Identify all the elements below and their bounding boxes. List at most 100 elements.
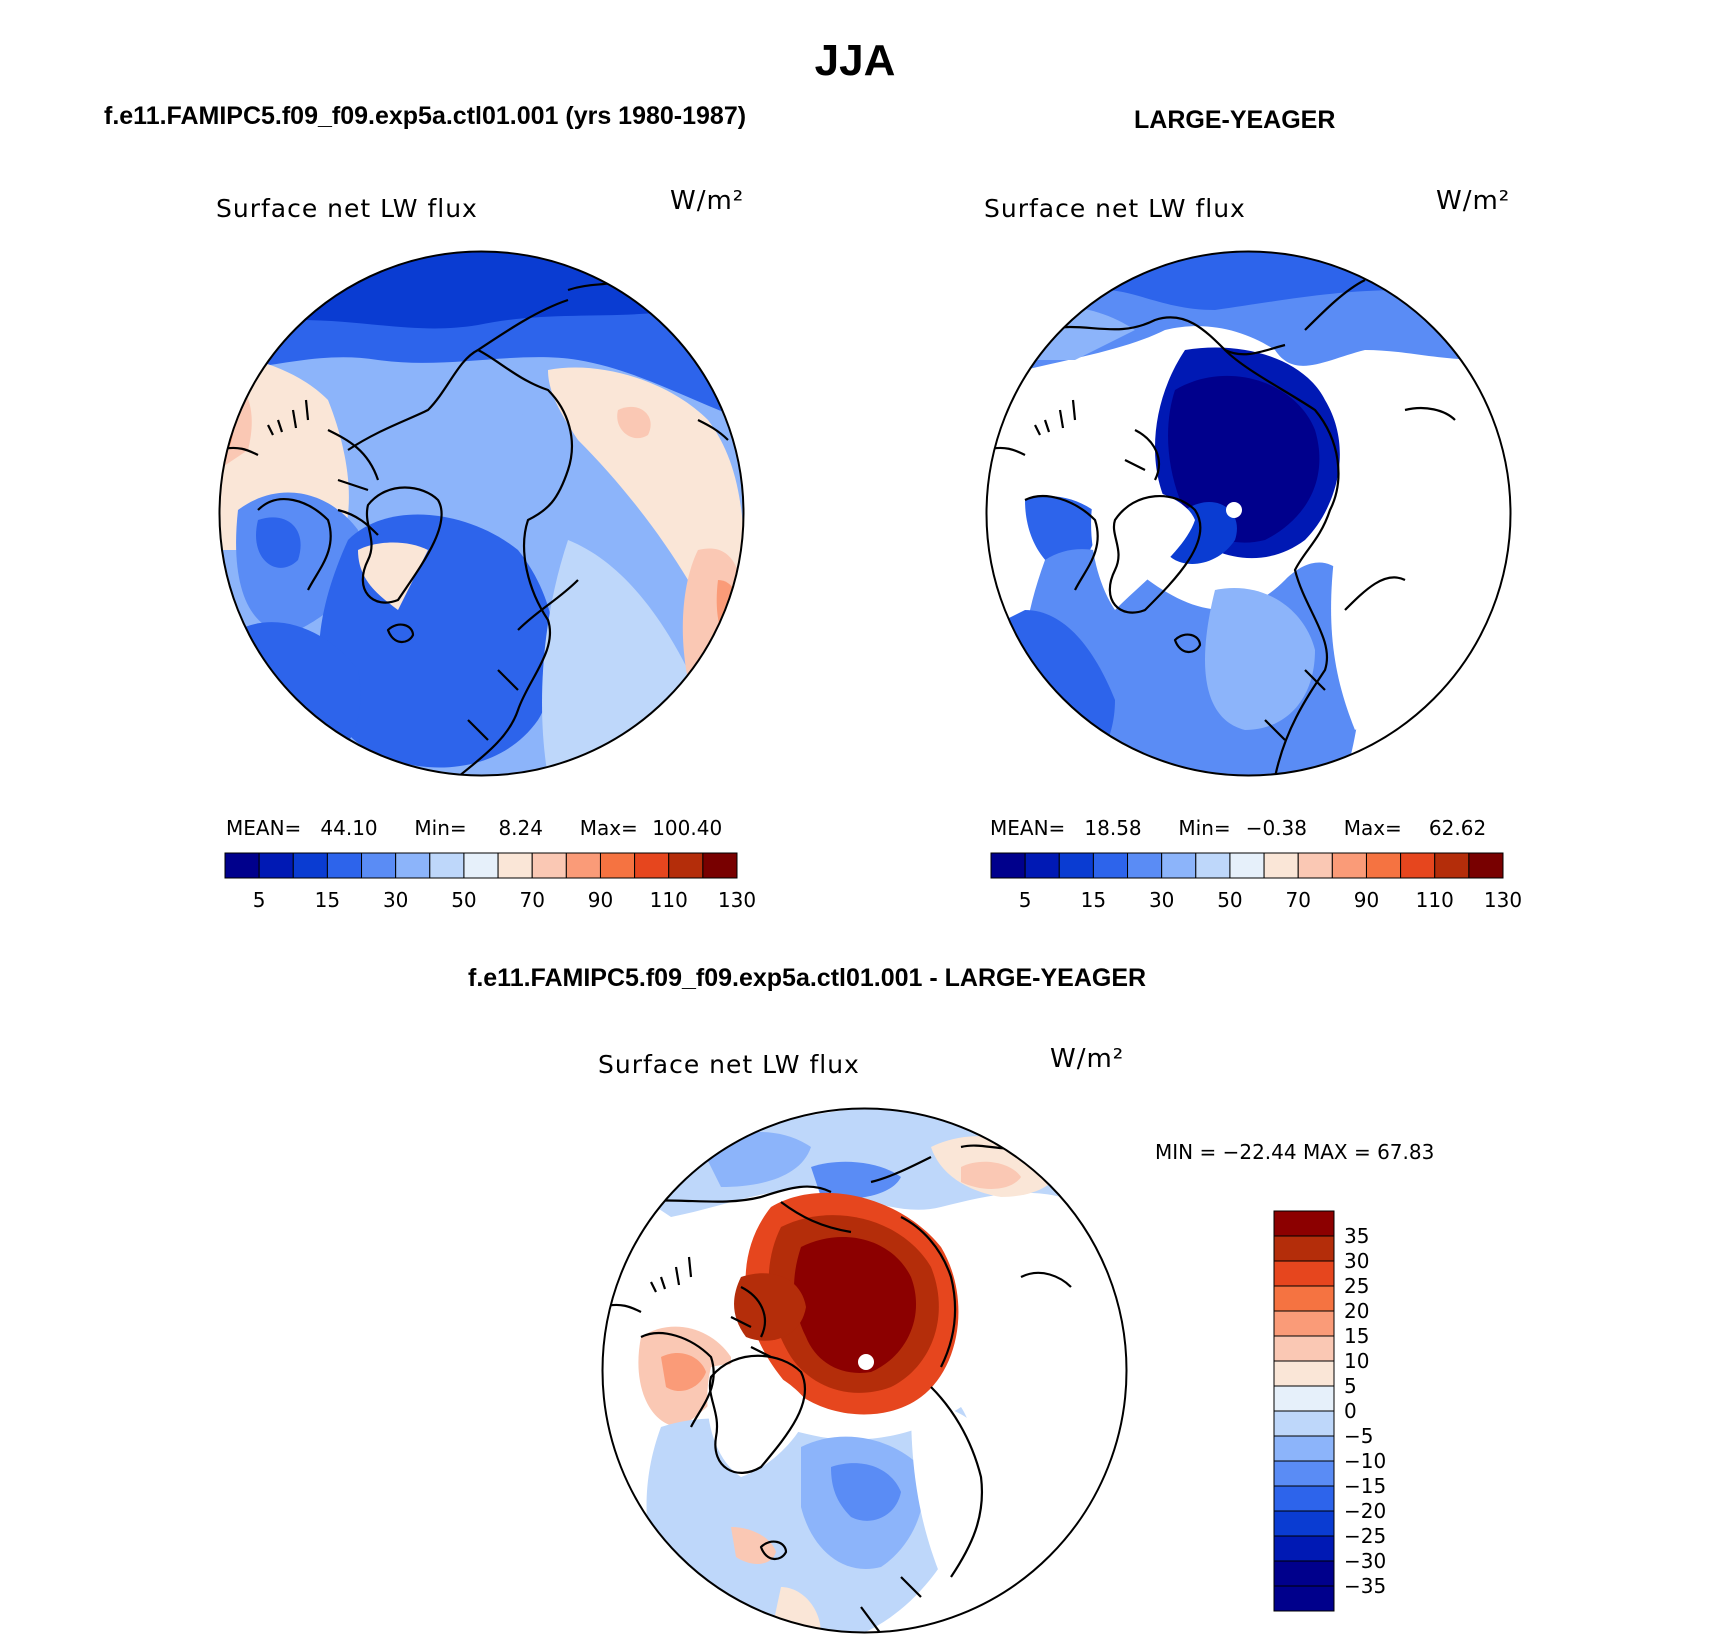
obs-colorbar-tick-label: 90	[1354, 888, 1379, 912]
diff-colorbar-box	[1273, 1210, 1335, 1237]
model-colorbar-box	[429, 852, 465, 879]
obs-max-value: 62.62	[1428, 816, 1487, 840]
model-colorbar-box	[565, 852, 601, 879]
diff-colorbar-box	[1273, 1460, 1335, 1487]
model-max-label: Max=	[579, 816, 638, 840]
obs-colorbar-tick-label: 70	[1285, 888, 1310, 912]
model-colorbar-tick-label: 15	[315, 888, 340, 912]
model-min-label: Min=	[414, 816, 467, 840]
obs-colorbar-tick-label: 15	[1081, 888, 1106, 912]
model-colorbar-box	[395, 852, 431, 879]
diff-colorbar-tick-label: 0	[1344, 1399, 1357, 1423]
obs-min-value: −0.38	[1245, 816, 1307, 840]
obs-max-label: Max=	[1343, 816, 1402, 840]
model-colorbar-box	[531, 852, 567, 879]
obs-colorbar-tick-label: 5	[1019, 888, 1032, 912]
obs-colorbar-tick-label: 50	[1217, 888, 1242, 912]
diff-colorbar-tick-label: −10	[1344, 1449, 1386, 1473]
diff-colorbar-box	[1273, 1235, 1335, 1262]
obs-polar-map	[985, 250, 1512, 777]
diff-colorbar-box	[1273, 1535, 1335, 1562]
diff-colorbar-box	[1273, 1360, 1335, 1387]
model-case-header: f.e11.FAMIPC5.f09_f09.exp5a.ctl01.001 (y…	[104, 102, 747, 130]
diff-colorbar-tick-label: −25	[1344, 1524, 1386, 1548]
diff-case-header: f.e11.FAMIPC5.f09_f09.exp5a.ctl01.001 - …	[468, 964, 1147, 992]
obs-colorbar-box	[1468, 852, 1504, 879]
obs-mean-label: MEAN=	[990, 816, 1066, 840]
diff-plot-title: Surface net LW flux	[598, 1050, 860, 1079]
model-colorbar-tick-label: 110	[650, 888, 688, 912]
obs-colorbar-box	[1434, 852, 1470, 879]
diff-colorbar-box	[1273, 1435, 1335, 1462]
model-colorbar-box	[326, 852, 363, 879]
diff-colorbar-box	[1273, 1485, 1335, 1512]
obs-plot-title: Surface net LW flux	[984, 194, 1246, 223]
obs-min-label: Min=	[1178, 816, 1231, 840]
model-colorbar-box	[361, 852, 397, 879]
model-colorbar-tick-label: 5	[253, 888, 266, 912]
model-colorbar-tick-label: 70	[519, 888, 544, 912]
diff-colorbar-tick-label: 35	[1344, 1224, 1369, 1248]
diff-colorbar-box	[1273, 1585, 1335, 1612]
model-colorbar-box	[702, 852, 738, 879]
obs-colorbar-tick-label: 110	[1416, 888, 1454, 912]
obs-colorbar-box	[1331, 852, 1367, 879]
diff-colorbar-tick-label: −30	[1344, 1549, 1386, 1573]
model-colorbar-tick-label: 130	[718, 888, 756, 912]
diff-colorbar-tick-label: 15	[1344, 1324, 1369, 1348]
diff-colorbar-tick-label: −5	[1344, 1424, 1373, 1448]
model-plot-title: Surface net LW flux	[216, 194, 478, 223]
diff-colorbar-box	[1273, 1385, 1335, 1412]
diff-colorbar-tick-label: −20	[1344, 1499, 1386, 1523]
model-colorbar-box	[668, 852, 704, 879]
model-stats: MEAN= 44.10 Min= 8.24 Max= 100.40	[226, 816, 722, 840]
obs-mean-value: 18.58	[1084, 816, 1142, 840]
model-colorbar-tick-label: 50	[451, 888, 476, 912]
obs-colorbar-box	[1127, 852, 1163, 879]
diff-colorbar-tick-label: −35	[1344, 1574, 1386, 1598]
obs-colorbar-box	[1024, 852, 1060, 879]
figure-title: JJA	[814, 36, 896, 85]
diff-minmax: MIN = −22.44 MAX = 67.83	[1155, 1140, 1435, 1164]
obs-colorbar-box	[1263, 852, 1299, 879]
model-colorbar-box	[292, 852, 328, 879]
model-colorbar-box	[463, 852, 499, 879]
model-colorbar: 5 15 30 50 70 90 110 130	[224, 852, 756, 912]
diff-colorbar-box	[1273, 1285, 1335, 1312]
obs-colorbar: 5 15 30 50 70 90 110 130	[990, 852, 1522, 912]
obs-colorbar-box	[1195, 852, 1231, 879]
diff-units: W/m²	[1050, 1044, 1125, 1074]
diff-colorbar-tick-label: 25	[1344, 1274, 1369, 1298]
model-units: W/m²	[670, 186, 745, 216]
obs-colorbar-box	[1058, 852, 1094, 879]
model-colorbar-box	[634, 852, 670, 879]
model-colorbar-tick-label: 30	[383, 888, 408, 912]
diff-colorbar-box	[1273, 1510, 1335, 1537]
model-colorbar-box	[497, 852, 533, 879]
model-mean-value: 44.10	[320, 816, 378, 840]
model-colorbar-box	[258, 852, 294, 879]
obs-colorbar-box	[1365, 852, 1402, 879]
model-polar-map	[218, 250, 745, 777]
obs-case-header: LARGE-YEAGER	[1134, 106, 1336, 134]
model-colorbar-box	[224, 852, 260, 879]
diff-colorbar-tick-label: 30	[1344, 1249, 1369, 1273]
obs-stats: MEAN= 18.58 Min= −0.38 Max= 62.62	[990, 816, 1486, 840]
diff-colorbar-box	[1273, 1335, 1335, 1362]
diff-colorbar-tick-label: 10	[1344, 1349, 1369, 1373]
diff-colorbar-tick-label: 20	[1344, 1299, 1369, 1323]
diff-colorbar-box	[1273, 1260, 1335, 1287]
model-mean-label: MEAN=	[226, 816, 302, 840]
obs-colorbar-box	[990, 852, 1026, 879]
obs-colorbar-tick-label: 130	[1484, 888, 1522, 912]
model-max-value: 100.40	[652, 816, 723, 840]
model-min-value: 8.24	[498, 816, 543, 840]
obs-colorbar-box	[1297, 852, 1333, 879]
obs-colorbar-tick-label: 30	[1149, 888, 1174, 912]
diff-colorbar-box	[1273, 1410, 1335, 1437]
diff-colorbar-tick-label: −15	[1344, 1474, 1386, 1498]
obs-colorbar-box	[1092, 852, 1129, 879]
obs-colorbar-box	[1400, 852, 1436, 879]
diff-polar-map	[601, 1107, 1128, 1634]
